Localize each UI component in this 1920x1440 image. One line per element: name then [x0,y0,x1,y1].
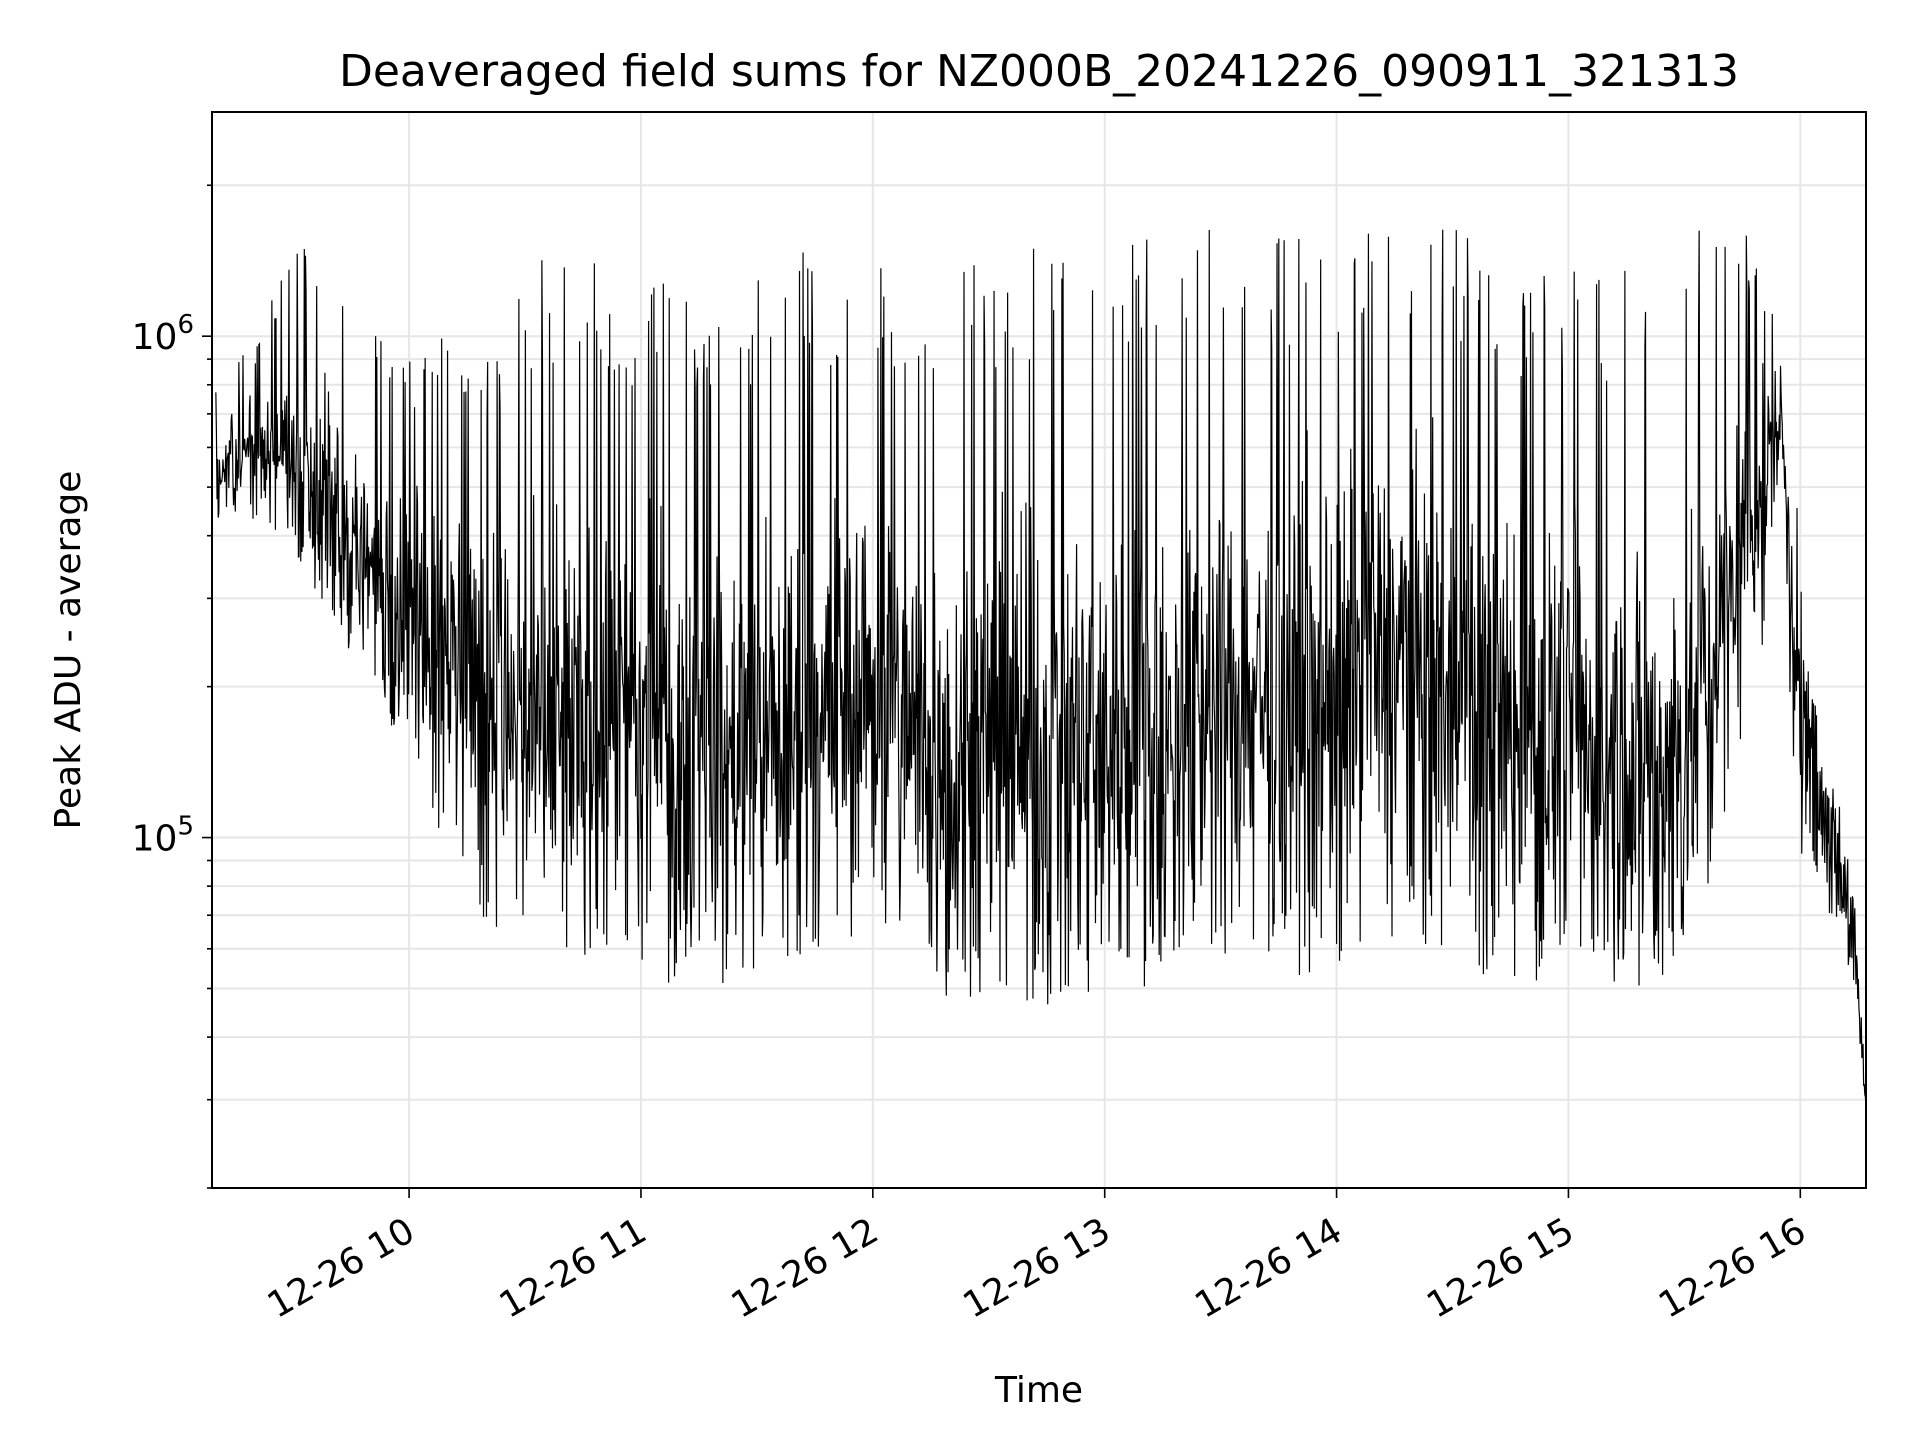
y-tick-label: 105 [132,812,194,860]
series-line [215,229,1867,1108]
data-layer [215,229,1867,1108]
y-axis-label: Peak ADU - average [48,471,89,830]
x-axis-label: Time [994,1370,1083,1411]
chart-title: Deaveraged field sums for NZ000B_2024122… [339,46,1739,97]
y-tick-label: 106 [132,310,194,358]
plot-frame [211,111,1867,1189]
